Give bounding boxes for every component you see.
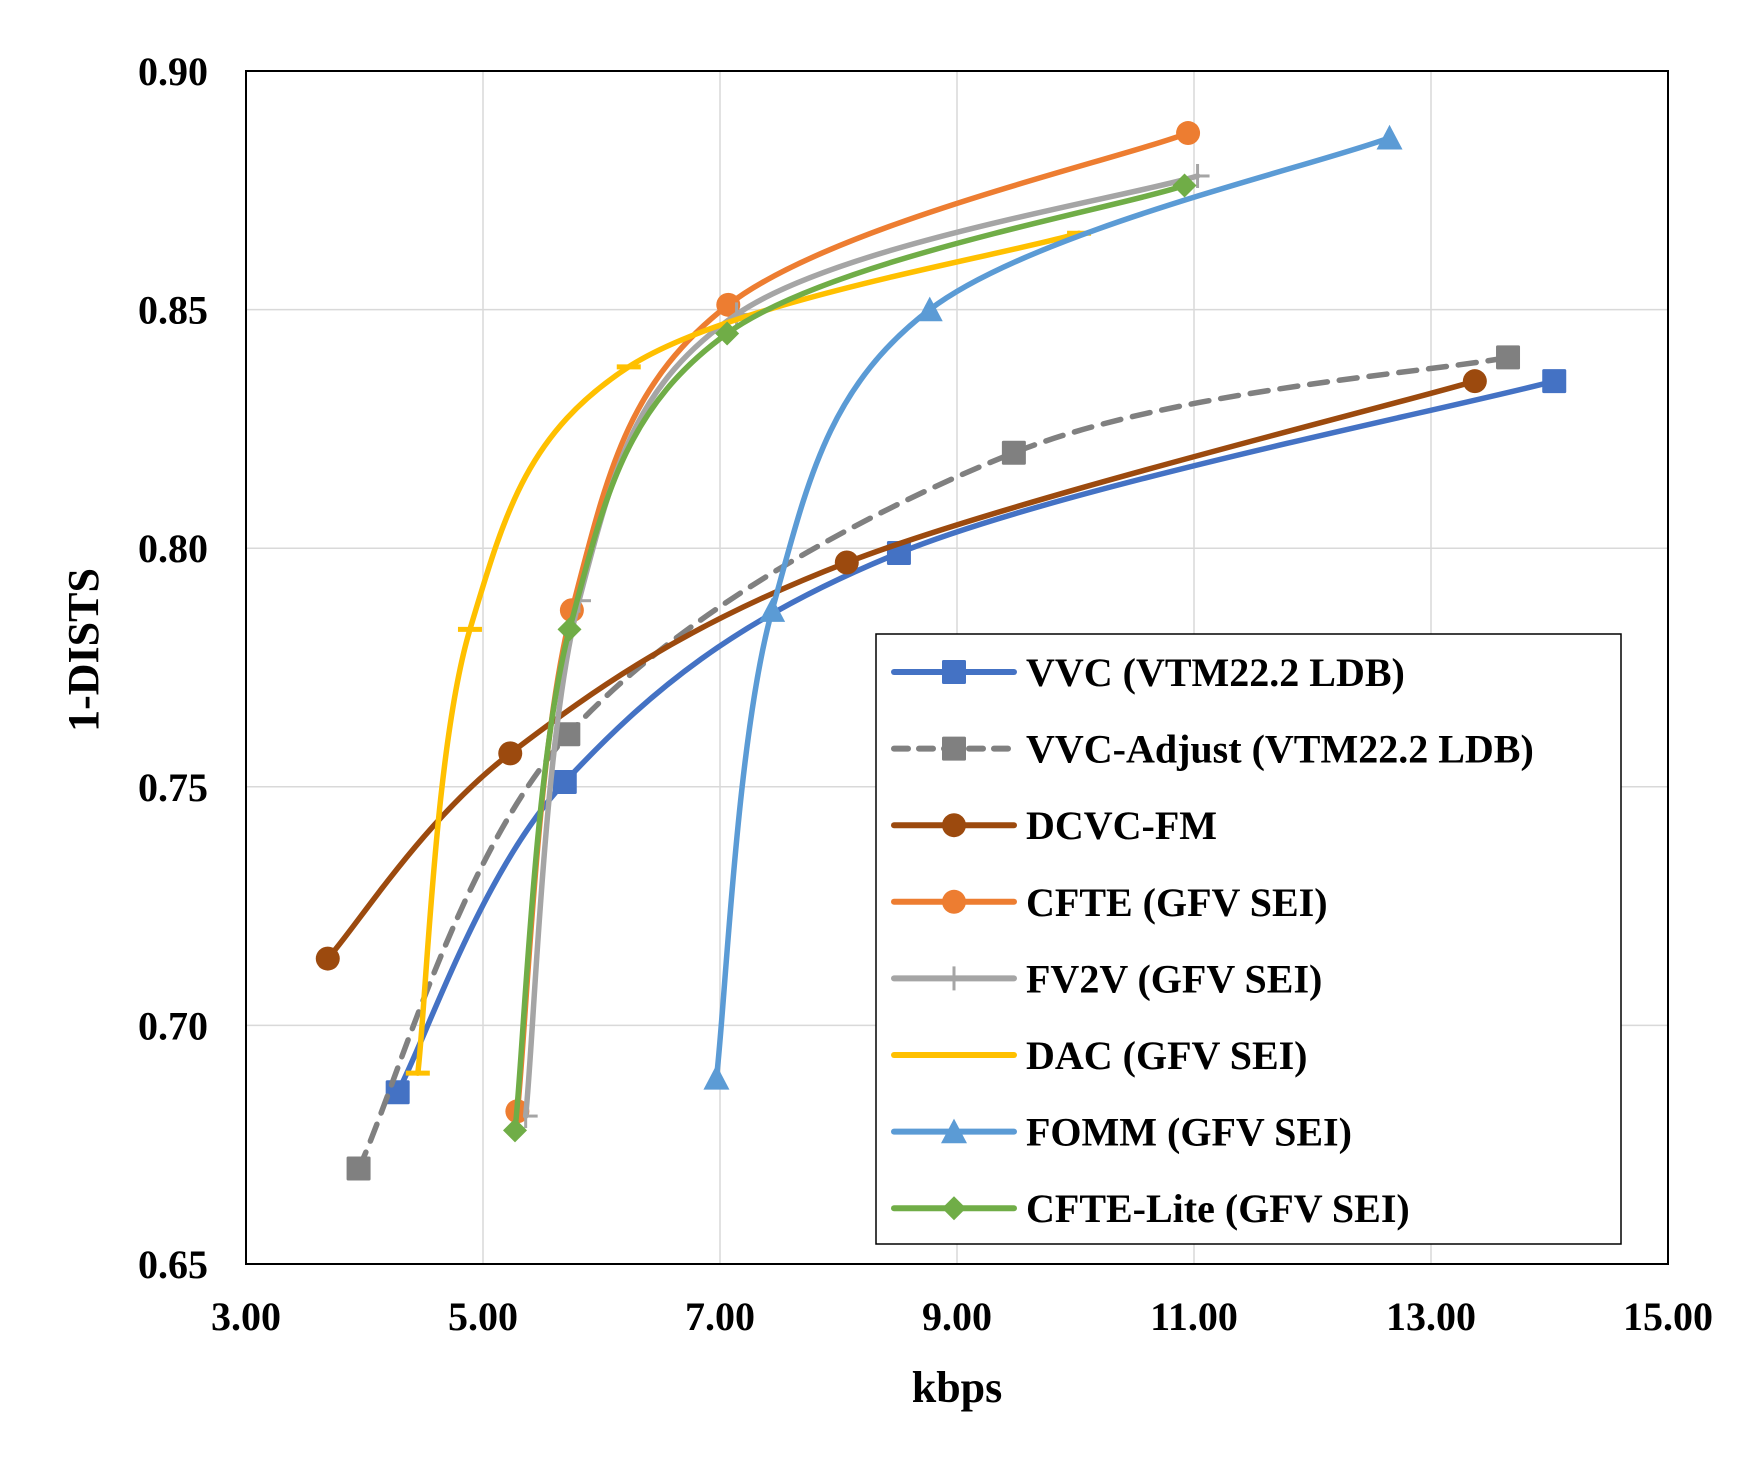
- circle-marker-icon: [315, 946, 340, 971]
- series-fomm-gfv-sei: [703, 124, 1403, 1090]
- x-tick-label: 13.00: [1386, 1294, 1476, 1339]
- square-marker-icon: [942, 736, 966, 761]
- legend-label: DCVC-FM: [1026, 803, 1217, 848]
- square-marker-icon: [1542, 369, 1567, 394]
- series-line: [512, 182, 1188, 1134]
- diamond-marker-icon: [715, 321, 740, 346]
- diamond-marker-icon: [1172, 173, 1197, 198]
- legend-label: FV2V (GFV SEI): [1026, 956, 1322, 1001]
- triangle-marker-icon: [916, 296, 943, 322]
- y-axis-title: 1-DISTS: [59, 568, 108, 732]
- y-tick-label: 0.65: [138, 1242, 208, 1287]
- series-lines: [315, 121, 1567, 1181]
- circle-marker-icon: [716, 292, 741, 317]
- circle-marker-icon: [942, 813, 966, 838]
- plus-marker-icon: [524, 1104, 538, 1129]
- y-tick-label: 0.85: [138, 288, 208, 333]
- y-tick-label: 0.80: [138, 526, 208, 571]
- x-axis-title: kbps: [912, 1363, 1003, 1412]
- square-marker-icon: [1496, 345, 1521, 370]
- x-tick-label: 7.00: [685, 1294, 755, 1339]
- triangle-marker-icon: [941, 1118, 967, 1144]
- series-line: [522, 173, 1201, 1119]
- y-tick-label: 0.75: [138, 765, 208, 810]
- x-axis-ticks: 3.00 5.00 7.00 9.00 11.00 13.00 15.00: [211, 1294, 1713, 1339]
- legend-label: VVC (VTM22.2 LDB): [1026, 650, 1405, 695]
- triangle-marker-icon: [759, 597, 786, 622]
- plus-marker-icon: [952, 966, 966, 991]
- x-tick-label: 3.00: [211, 1294, 281, 1339]
- legend: VVC (VTM22.2 LDB) VVC-Adjust (VTM22.2 LDB…: [875, 633, 1622, 1245]
- triangle-marker-icon: [1376, 124, 1403, 150]
- legend-item: FV2V (GFV SEI): [891, 956, 1322, 1001]
- legend-label: FOMM (GFV SEI): [1026, 1110, 1352, 1155]
- legend-item: VVC-Adjust (VTM22.2 LDB): [891, 727, 1534, 772]
- x-tick-label: 5.00: [448, 1294, 518, 1339]
- legend-item: CFTE-Lite (GFV SEI): [891, 1186, 1410, 1231]
- series-line: [355, 354, 1511, 1172]
- square-marker-icon: [556, 722, 581, 747]
- square-marker-icon: [1001, 440, 1026, 465]
- series-dcvc-fm: [315, 369, 1487, 971]
- x-tick-label: 15.00: [1623, 1294, 1713, 1339]
- x-tick-label: 11.00: [1150, 1294, 1238, 1339]
- series-cfte-lite-gfv-sei: [502, 173, 1197, 1143]
- series-line: [713, 135, 1393, 1081]
- square-marker-icon: [346, 1156, 371, 1181]
- legend-label: CFTE (GFV SEI): [1026, 880, 1328, 925]
- legend-item: VVC (VTM22.2 LDB): [891, 650, 1405, 695]
- circle-marker-icon: [1176, 121, 1201, 146]
- plus-marker-icon: [1196, 163, 1210, 188]
- x-tick-label: 9.00: [922, 1294, 992, 1339]
- y-axis-ticks: 0.65 0.70 0.75 0.80 0.85 0.90: [138, 49, 208, 1287]
- legend-items: VVC (VTM22.2 LDB) VVC-Adjust (VTM22.2 LDB…: [891, 650, 1534, 1231]
- legend-item: FOMM (GFV SEI): [891, 1110, 1352, 1155]
- circle-marker-icon: [1462, 369, 1487, 394]
- plot-area-border: [245, 70, 1669, 1265]
- diamond-marker-icon: [942, 1196, 966, 1221]
- legend-label: VVC-Adjust (VTM22.2 LDB): [1026, 727, 1534, 772]
- series-vvc-adjust-vtm22-2-ldb: [346, 345, 1521, 1181]
- square-marker-icon: [942, 660, 966, 684]
- legend-border: [875, 633, 1622, 1245]
- legend-label: CFTE-Lite (GFV SEI): [1026, 1186, 1410, 1231]
- diamond-marker-icon: [557, 617, 582, 642]
- square-marker-icon: [552, 770, 577, 795]
- legend-item: DCVC-FM: [891, 803, 1217, 848]
- legend-label: DAC (GFV SEI): [1026, 1033, 1308, 1078]
- legend-item: DAC (GFV SEI): [891, 1033, 1308, 1078]
- diamond-marker-icon: [502, 1118, 527, 1143]
- legend-item: CFTE (GFV SEI): [891, 880, 1328, 925]
- triangle-marker-icon: [703, 1064, 730, 1090]
- circle-marker-icon: [834, 550, 859, 575]
- series-line: [415, 230, 1082, 1076]
- y-tick-label: 0.70: [138, 1003, 208, 1048]
- y-tick-label: 0.90: [138, 49, 208, 94]
- circle-marker-icon: [942, 889, 966, 914]
- circle-marker-icon: [498, 741, 523, 766]
- series-line: [325, 378, 1478, 962]
